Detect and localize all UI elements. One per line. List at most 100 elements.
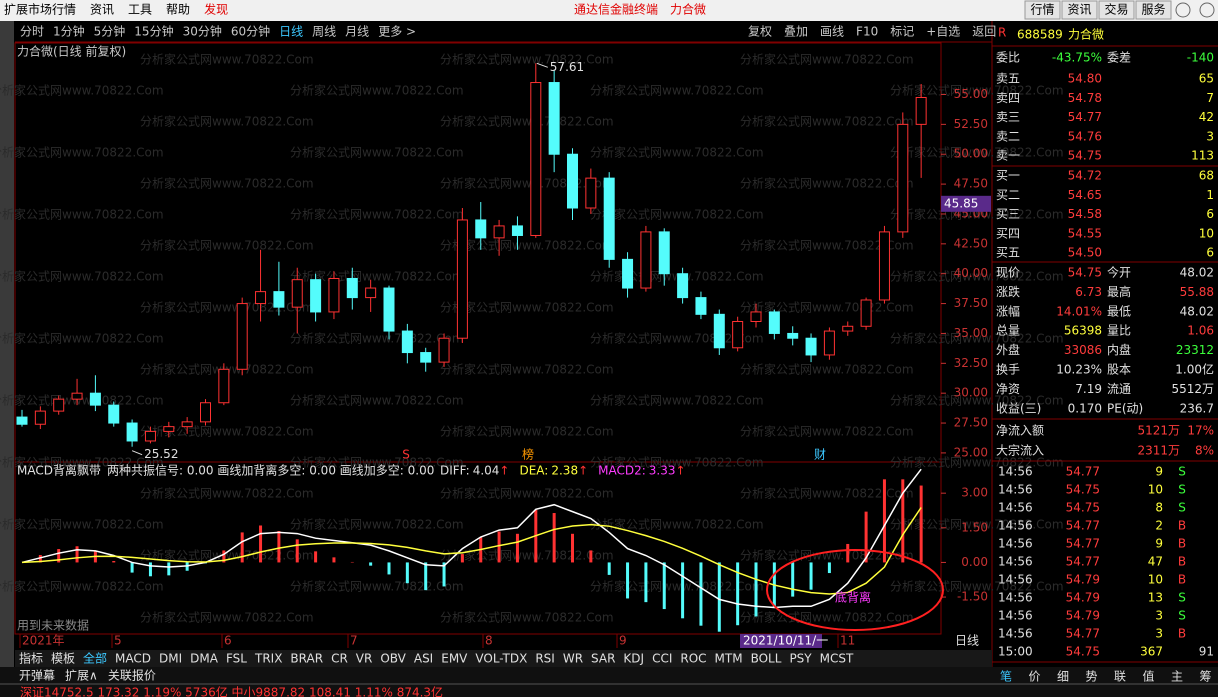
candle-body [787,332,799,339]
macd-bar [644,562,648,603]
indicator-tab[interactable]: 模板 [51,652,75,666]
indicator-tab[interactable]: KDJ [623,652,644,666]
period-tab[interactable]: 更多 > [378,25,416,39]
indicator-tab[interactable]: MTM [715,652,743,666]
indicator-tab[interactable]: WR [563,652,583,666]
indicator-tab[interactable]: ASI [414,652,433,666]
trade-price: 54.79 [1066,591,1100,605]
event-marker[interactable]: S [402,448,410,462]
macd-bar [515,533,519,563]
indicator-tab[interactable]: RSI [535,652,555,666]
indicator-tab[interactable]: SAR [591,652,615,666]
watermark: 分析家公式网www.70822.Com [0,145,164,160]
trade-volume: 9 [1155,537,1163,551]
period-tab[interactable]: 5分钟 [94,24,126,39]
indicator-tab[interactable]: ROC [680,652,706,666]
order-level: 买二 [996,188,1020,202]
indicator-tab[interactable]: PSY [789,652,812,666]
indicator-tab[interactable]: EMV [441,652,468,666]
indicator-tab[interactable]: CCI [652,652,672,666]
event-marker[interactable]: 财 [814,448,826,462]
period-tab[interactable]: 分时 [20,25,44,39]
nav-button-label: 服务 [1141,2,1165,17]
nav-button[interactable] [1061,0,1098,20]
trade-time: 14:56 [998,519,1033,533]
field-value: 56398 [1064,324,1102,338]
nav-button[interactable] [1098,0,1135,20]
watermark: 分析家公式网www.70822.Com [140,424,314,439]
bottom-button[interactable]: 关联报价 [108,668,156,683]
nav-button[interactable] [1135,0,1172,20]
detail-tab[interactable]: 筹 [1199,670,1211,684]
candle-body [567,153,578,209]
detail-tab[interactable]: 价 [1028,670,1040,684]
detail-tab[interactable]: 细 [1057,670,1069,684]
macd-bar [295,539,299,563]
period-tab[interactable]: 60分钟 [231,24,270,39]
bottom-button[interactable]: 开弹幕 [19,669,55,683]
menu-item[interactable]: 扩展市场行情 [4,2,76,17]
indicator-tab[interactable]: BOLL [751,652,782,666]
indicator-tab-bar [15,650,992,667]
detail-tab[interactable]: 主 [1171,670,1183,684]
period-label: 日线 [955,634,979,648]
watermark: 分析家公式网www.70822.Com [140,486,314,501]
tool-button[interactable]: +自选 [926,25,960,39]
trade-price: 54.75 [1066,501,1100,515]
indicator-tab[interactable]: 全部 [83,651,107,666]
period-tab[interactable]: 15分钟 [134,24,173,39]
event-marker[interactable]: 榜 [522,447,534,462]
field-value: 14.01% [1056,304,1102,318]
period-tab[interactable]: 30分钟 [183,24,222,39]
tool-button[interactable]: 复权 [748,25,772,39]
tool-button[interactable]: 叠加 [784,25,808,39]
indicator-tab[interactable]: 指标 [19,651,43,666]
watermark: 分析家公式网www.70822.Com [140,176,314,191]
indicator-tab[interactable]: FSL [226,652,247,666]
indicator-tab[interactable]: MCST [820,652,854,666]
trade-price: 54.79 [1066,609,1100,623]
candle-body [16,416,28,425]
tool-button[interactable]: F10 [856,25,878,39]
minimize-button[interactable] [1175,2,1191,18]
tool-button[interactable]: 画线 [820,25,844,39]
app-title: 通达信金融终端 [574,2,658,17]
trade-time: 15:00 [998,645,1033,659]
indicator-tab[interactable]: VR [356,652,373,666]
tool-button[interactable]: 标记 [890,25,914,39]
indicator-tab[interactable]: MACD [115,652,151,666]
detail-tab[interactable]: 联 [1114,670,1126,684]
period-tab[interactable]: 1分钟 [53,24,85,39]
order-volume: 68 [1199,169,1214,183]
indicator-tab[interactable]: VOL-TDX [475,652,527,666]
period-tab[interactable]: 周线 [312,25,336,39]
menu-item[interactable]: 发现 [204,2,228,17]
bottom-button[interactable]: 扩展∧ [65,669,98,683]
menu-item[interactable]: 资讯 [90,3,114,17]
detail-tab[interactable]: 笔 [1000,669,1012,684]
cursor-date: 2021/10/11/一 [743,634,828,648]
candle-body [456,219,468,339]
tool-button[interactable]: 返回 [972,25,996,39]
indicator-tab[interactable]: OBV [380,652,406,666]
detail-tab[interactable]: 势 [1085,670,1097,684]
left-sidebar [0,21,14,668]
indicator-tab[interactable]: DMA [190,652,219,666]
period-tab[interactable]: 月线 [345,25,369,39]
order-price: 54.58 [1068,207,1102,221]
order-level: 卖五 [996,72,1020,86]
period-tab[interactable]: 日线 [279,25,303,39]
indicator-tab[interactable]: BRAR [290,652,323,666]
indicator-tab[interactable]: DMI [159,652,182,666]
indicator-tab[interactable]: TRIX [254,652,282,666]
menu-item[interactable]: 工具 [128,3,152,17]
menu-item[interactable]: 帮助 [166,3,190,17]
watermark: 分析家公式网www.70822.Com [0,517,164,532]
close-button[interactable] [1199,2,1215,18]
indicator-tab[interactable]: CR [331,652,348,666]
date-label: 9 [619,634,627,648]
trade-volume: 13 [1148,591,1163,605]
detail-tab[interactable]: 值 [1142,669,1154,684]
nav-button[interactable] [1024,0,1061,20]
trade-side: S [1178,501,1186,515]
